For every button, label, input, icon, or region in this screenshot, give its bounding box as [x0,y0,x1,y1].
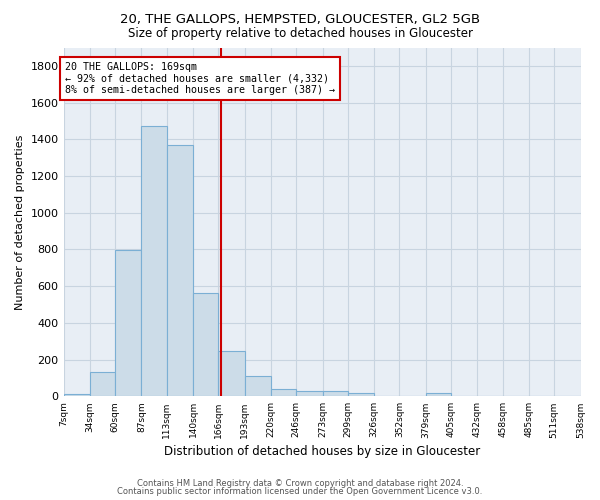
Bar [323,391,348,396]
Bar [245,376,271,396]
Bar [90,372,115,396]
Bar [296,391,323,396]
Bar [271,390,296,396]
Bar [426,392,451,396]
Y-axis label: Number of detached properties: Number of detached properties [15,134,25,310]
X-axis label: Distribution of detached houses by size in Gloucester: Distribution of detached houses by size … [164,444,480,458]
Text: 20 THE GALLOPS: 169sqm
← 92% of detached houses are smaller (4,332)
8% of semi-d: 20 THE GALLOPS: 169sqm ← 92% of detached… [65,62,335,96]
Text: Contains public sector information licensed under the Open Government Licence v3: Contains public sector information licen… [118,487,482,496]
Text: 20, THE GALLOPS, HEMPSTED, GLOUCESTER, GL2 5GB: 20, THE GALLOPS, HEMPSTED, GLOUCESTER, G… [120,12,480,26]
Bar [115,250,142,396]
Bar [142,126,167,396]
Text: Size of property relative to detached houses in Gloucester: Size of property relative to detached ho… [128,28,473,40]
Bar [64,394,90,396]
Bar [218,351,245,397]
Bar [193,292,218,397]
Bar [167,145,193,397]
Text: Contains HM Land Registry data © Crown copyright and database right 2024.: Contains HM Land Registry data © Crown c… [137,478,463,488]
Bar [348,392,374,396]
